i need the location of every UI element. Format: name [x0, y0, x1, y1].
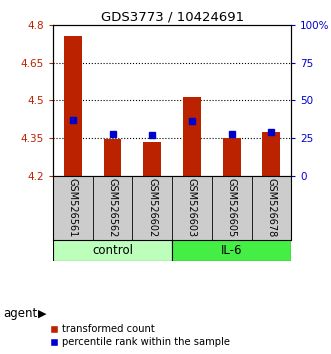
Text: IL-6: IL-6 [221, 244, 242, 257]
Text: GSM526605: GSM526605 [227, 178, 237, 237]
Text: control: control [92, 244, 133, 257]
Bar [172, 240, 291, 261]
Text: GSM526562: GSM526562 [108, 178, 118, 238]
Text: GSM526602: GSM526602 [147, 178, 157, 237]
Title: GDS3773 / 10424691: GDS3773 / 10424691 [101, 11, 244, 24]
Text: GSM526603: GSM526603 [187, 178, 197, 237]
Bar [64, 36, 82, 176]
Bar [183, 97, 201, 176]
Text: GSM526561: GSM526561 [68, 178, 78, 237]
Text: agent: agent [3, 307, 37, 320]
Bar [53, 240, 172, 261]
Bar [143, 142, 161, 176]
Bar [104, 139, 121, 176]
Legend: transformed count, percentile rank within the sample: transformed count, percentile rank withi… [48, 322, 232, 349]
Text: GSM526678: GSM526678 [266, 178, 276, 237]
Bar [262, 132, 280, 176]
Bar [223, 138, 241, 176]
Text: ▶: ▶ [38, 308, 47, 318]
